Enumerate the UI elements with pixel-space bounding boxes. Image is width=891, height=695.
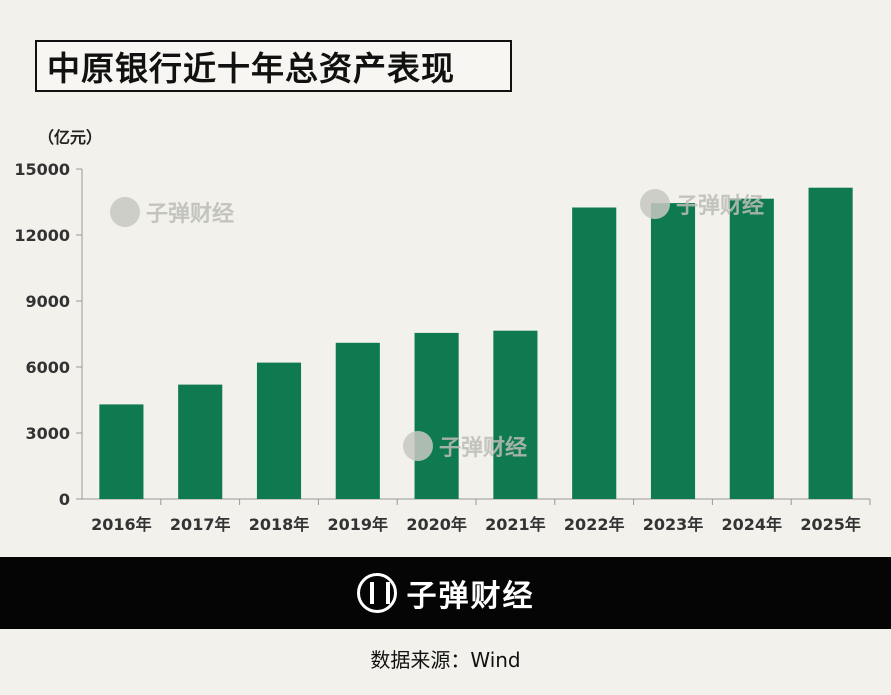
x-tick-label: 2017年 — [170, 515, 231, 534]
watermark: 子弹财经 — [403, 430, 527, 462]
watermark-logo-icon — [640, 189, 670, 219]
y-tick-label: 6000 — [25, 358, 70, 377]
x-tick-label: 2019年 — [328, 515, 389, 534]
watermark: 子弹财经 — [110, 196, 234, 228]
y-tick-label: 0 — [59, 490, 70, 509]
x-tick-label: 2022年 — [564, 515, 625, 534]
y-tick-label: 9000 — [25, 292, 70, 311]
bar-2018年 — [256, 362, 302, 499]
y-tick-label: 15000 — [14, 160, 70, 179]
x-tick-label: 2021年 — [485, 515, 546, 534]
bar-chart: 0 3000 6000 9000 12000 15000 2016年 2017年 2018年 20… — [14, 160, 871, 534]
chart-title: 中原银行近十年总资产表现 — [47, 49, 455, 88]
y-axis-unit-label: （亿元） — [38, 128, 103, 147]
watermark-logo-icon — [110, 197, 140, 227]
bar-2023年 — [650, 203, 696, 499]
watermark: 子弹财经 — [640, 188, 764, 220]
brand-name: 子弹财经 — [406, 579, 535, 614]
bar-2019年 — [335, 342, 380, 499]
watermark-logo-icon — [403, 431, 433, 461]
x-tick-label: 2016年 — [91, 515, 152, 534]
y-tick-label: 12000 — [14, 226, 70, 245]
y-tick-label: 3000 — [25, 424, 70, 443]
brand-logo-icon — [356, 573, 397, 613]
bar-2016年 — [99, 404, 144, 499]
bar-2022年 — [572, 207, 617, 499]
bar-2017年 — [178, 384, 223, 499]
chart-title-box: 中原银行近十年总资产表现 — [35, 40, 512, 92]
bar-2021年 — [493, 330, 538, 499]
x-tick-label: 2025年 — [800, 515, 861, 534]
bar-2024年 — [729, 198, 774, 499]
brand-banner: 子弹财经 — [0, 557, 891, 629]
x-tick-label: 2020年 — [406, 515, 467, 534]
x-tick-label: 2023年 — [643, 515, 704, 534]
x-tick-label: 2018年 — [249, 515, 310, 534]
x-tick-label: 2024年 — [722, 515, 783, 534]
data-source-note: 数据来源：Wind — [370, 648, 521, 672]
bar-2020年 — [414, 332, 459, 499]
bar-2025年 — [808, 187, 853, 499]
